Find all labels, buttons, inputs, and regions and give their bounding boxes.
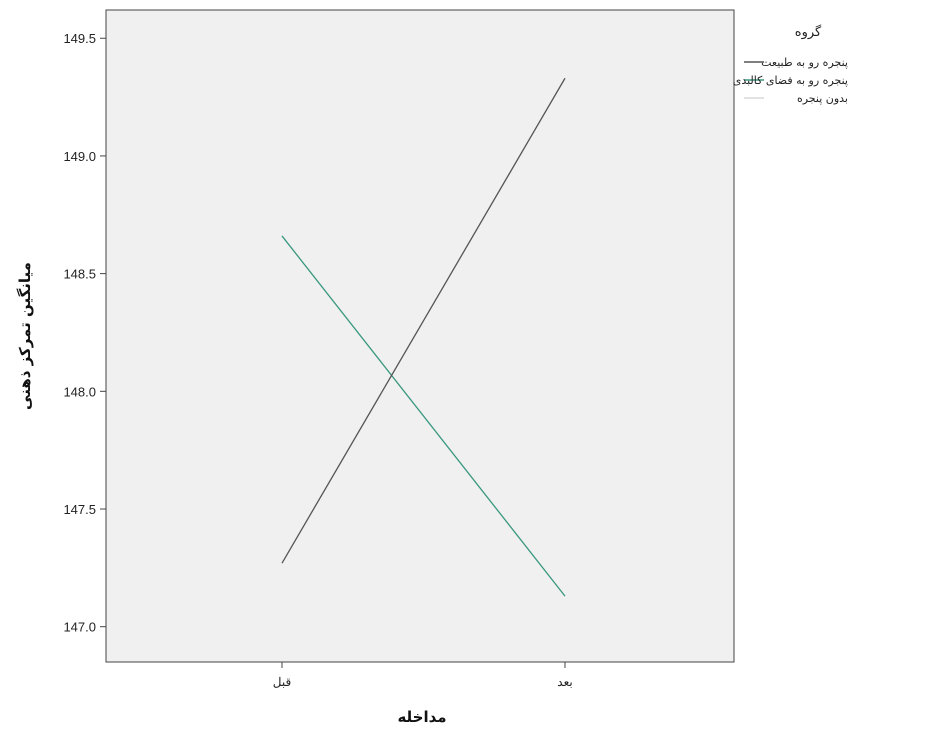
y-axis-title: میانگین تمرکز ذهنی (16, 262, 34, 410)
legend-label: بدون پنجره (797, 92, 848, 105)
x-tick-label: بعد (557, 675, 572, 689)
y-tick-label: 148.5 (63, 267, 96, 282)
y-axis: 147.0 147.5 148.0 148.5 149.0 149.5 (63, 31, 106, 635)
y-tick-label: 148.0 (63, 384, 96, 399)
y-tick-label: 147.5 (63, 502, 96, 517)
legend-label: پنجره رو به فضای کالبدی (733, 74, 848, 87)
plot-area (105, 9, 735, 663)
legend-label: پنجره رو به طبیعت (761, 56, 848, 69)
legend-title: گروه (795, 24, 822, 40)
series-line (281, 235, 566, 597)
y-tick-label: 149.0 (63, 149, 96, 164)
legend: گروه پنجره رو به طبیعت پنجره رو به فضای ک… (733, 24, 848, 105)
series-line (281, 77, 566, 564)
series-lines (281, 77, 566, 597)
y-tick-label: 147.0 (63, 620, 96, 635)
x-axis: قبل بعد (273, 662, 573, 689)
x-axis-title: مداخله (397, 708, 446, 726)
y-tick-label: 149.5 (63, 31, 96, 46)
x-tick-label: قبل (273, 675, 291, 689)
